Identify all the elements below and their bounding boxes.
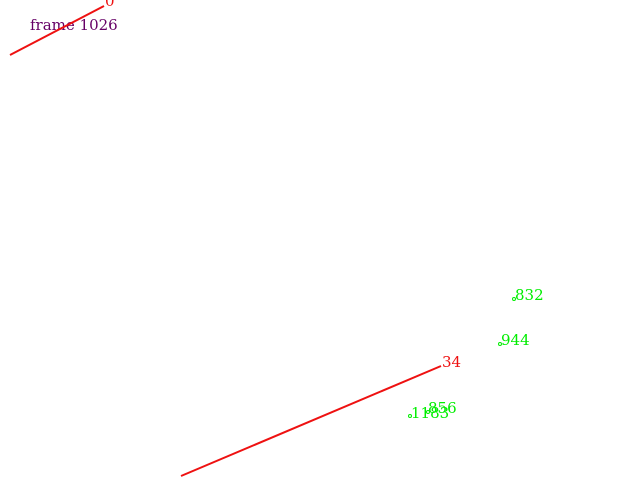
track-line-label-0: 0 <box>105 0 115 10</box>
track-point-label-944: 944 <box>501 331 530 349</box>
track-point-label-832: 832 <box>515 286 544 304</box>
track-point-label-856: 856 <box>428 399 457 417</box>
track-point-944 <box>498 342 502 346</box>
frame-counter: frame 1026 <box>30 16 118 34</box>
track-line-34 <box>180 365 442 477</box>
track-point-label-1183: 1183 <box>411 404 449 422</box>
track-point-832 <box>512 297 516 301</box>
track-line-label-34: 34 <box>442 353 461 371</box>
track-line-0 <box>9 5 105 56</box>
track-point-856 <box>426 410 430 414</box>
track-point-1183 <box>408 414 412 418</box>
